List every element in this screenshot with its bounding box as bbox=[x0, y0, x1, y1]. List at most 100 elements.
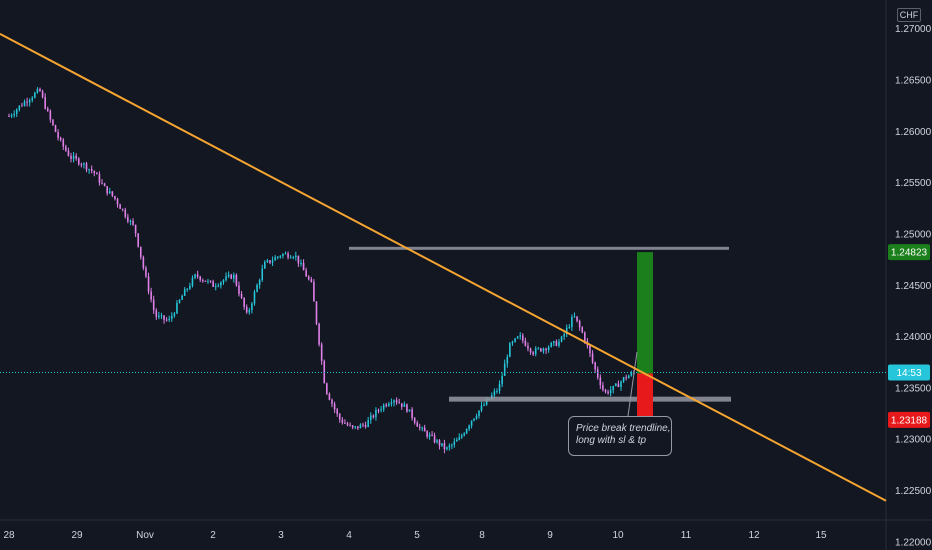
candle-body bbox=[354, 426, 357, 428]
candle bbox=[287, 251, 289, 260]
candle-body bbox=[297, 255, 300, 264]
candle-body bbox=[594, 362, 596, 370]
candle bbox=[393, 399, 395, 407]
candle-body bbox=[341, 419, 344, 423]
trendline[interactable] bbox=[0, 32, 887, 502]
candle-body bbox=[103, 183, 106, 187]
candle bbox=[522, 333, 524, 344]
candle-body bbox=[357, 426, 359, 429]
candle-body bbox=[372, 415, 375, 418]
candle bbox=[382, 403, 385, 412]
candle bbox=[540, 347, 542, 353]
candle bbox=[346, 421, 349, 427]
candle-body bbox=[522, 335, 524, 341]
candle-body bbox=[214, 286, 217, 288]
candle bbox=[451, 443, 453, 450]
candle bbox=[565, 324, 568, 338]
candle bbox=[323, 359, 326, 384]
candle bbox=[315, 301, 318, 326]
candle-body bbox=[607, 391, 609, 394]
candle-body bbox=[362, 424, 364, 426]
take-profit-badge-bg bbox=[888, 244, 930, 261]
candle-body bbox=[8, 115, 10, 117]
candle-body bbox=[351, 425, 354, 428]
candle-body bbox=[436, 440, 438, 443]
take-profit-zone bbox=[637, 252, 653, 374]
candle bbox=[514, 337, 516, 343]
candle bbox=[253, 289, 256, 306]
candle bbox=[114, 195, 116, 201]
candle bbox=[116, 197, 119, 208]
candle-body bbox=[88, 169, 90, 171]
candle bbox=[446, 446, 448, 451]
candle bbox=[375, 407, 377, 421]
candle-body bbox=[26, 101, 28, 103]
candle bbox=[305, 267, 307, 277]
candle-body bbox=[519, 335, 522, 337]
candle bbox=[473, 418, 475, 422]
candle-body bbox=[302, 263, 305, 271]
candle-body bbox=[421, 427, 423, 429]
candle bbox=[220, 281, 222, 289]
candle bbox=[625, 374, 627, 381]
candle-body bbox=[284, 253, 287, 255]
candle-body bbox=[204, 280, 207, 282]
candle bbox=[576, 316, 578, 323]
candle-body bbox=[305, 270, 307, 277]
candle-body bbox=[333, 403, 336, 410]
candle-body bbox=[359, 424, 362, 429]
candle-body bbox=[98, 174, 101, 183]
candle bbox=[475, 413, 478, 420]
candle bbox=[453, 438, 456, 448]
candle bbox=[256, 283, 258, 293]
candle bbox=[85, 161, 88, 173]
candlesticks bbox=[8, 87, 635, 454]
currency-label[interactable]: CHF bbox=[897, 8, 921, 22]
candle-body bbox=[565, 327, 568, 335]
candle bbox=[563, 332, 565, 340]
candle-body bbox=[295, 255, 297, 258]
candle bbox=[612, 385, 615, 394]
candle bbox=[248, 307, 251, 315]
candle-body bbox=[145, 267, 147, 277]
candle bbox=[622, 376, 625, 383]
time-tick-label: 15 bbox=[815, 530, 827, 541]
candle bbox=[199, 275, 202, 283]
annotation-callout[interactable]: Price break trendline, long with sl & tp bbox=[568, 416, 672, 456]
candle bbox=[191, 275, 194, 288]
candle-body bbox=[21, 105, 23, 107]
candle bbox=[433, 432, 436, 444]
candle bbox=[328, 392, 331, 401]
candle bbox=[506, 354, 509, 368]
candle bbox=[372, 414, 375, 419]
annotation-line-2: long with sl & tp bbox=[576, 435, 647, 446]
candle-body bbox=[315, 301, 318, 324]
price-axis[interactable]: 1.27000 1.26500 1.26000 1.25500 1.25000 1.245… bbox=[895, 24, 932, 548]
time-axis[interactable]: 28 29 Nov 2 3 4 5 8 9 10 11 12 15 bbox=[3, 530, 827, 541]
candle bbox=[103, 182, 106, 187]
candle bbox=[333, 401, 336, 414]
candle bbox=[196, 270, 199, 279]
candle-body bbox=[385, 404, 388, 406]
candle-body bbox=[96, 172, 98, 175]
candle-body bbox=[44, 97, 46, 109]
candle-body bbox=[217, 285, 220, 287]
candle bbox=[233, 272, 235, 283]
candle-body bbox=[411, 409, 413, 419]
price-tick-label: 1.23000 bbox=[895, 435, 932, 446]
time-tick-label: 8 bbox=[479, 530, 485, 541]
candle-body bbox=[349, 425, 351, 427]
candle-body bbox=[591, 353, 594, 363]
candle-body bbox=[346, 423, 349, 426]
candle bbox=[326, 382, 328, 396]
price-tick-label: 1.24000 bbox=[895, 332, 932, 343]
candle-body bbox=[380, 409, 382, 411]
long-position-tool[interactable] bbox=[627, 252, 653, 420]
candle bbox=[443, 439, 446, 454]
candle-body bbox=[80, 164, 83, 166]
candle-body bbox=[165, 319, 168, 321]
candle-body bbox=[170, 315, 173, 319]
candle-body bbox=[41, 91, 44, 98]
